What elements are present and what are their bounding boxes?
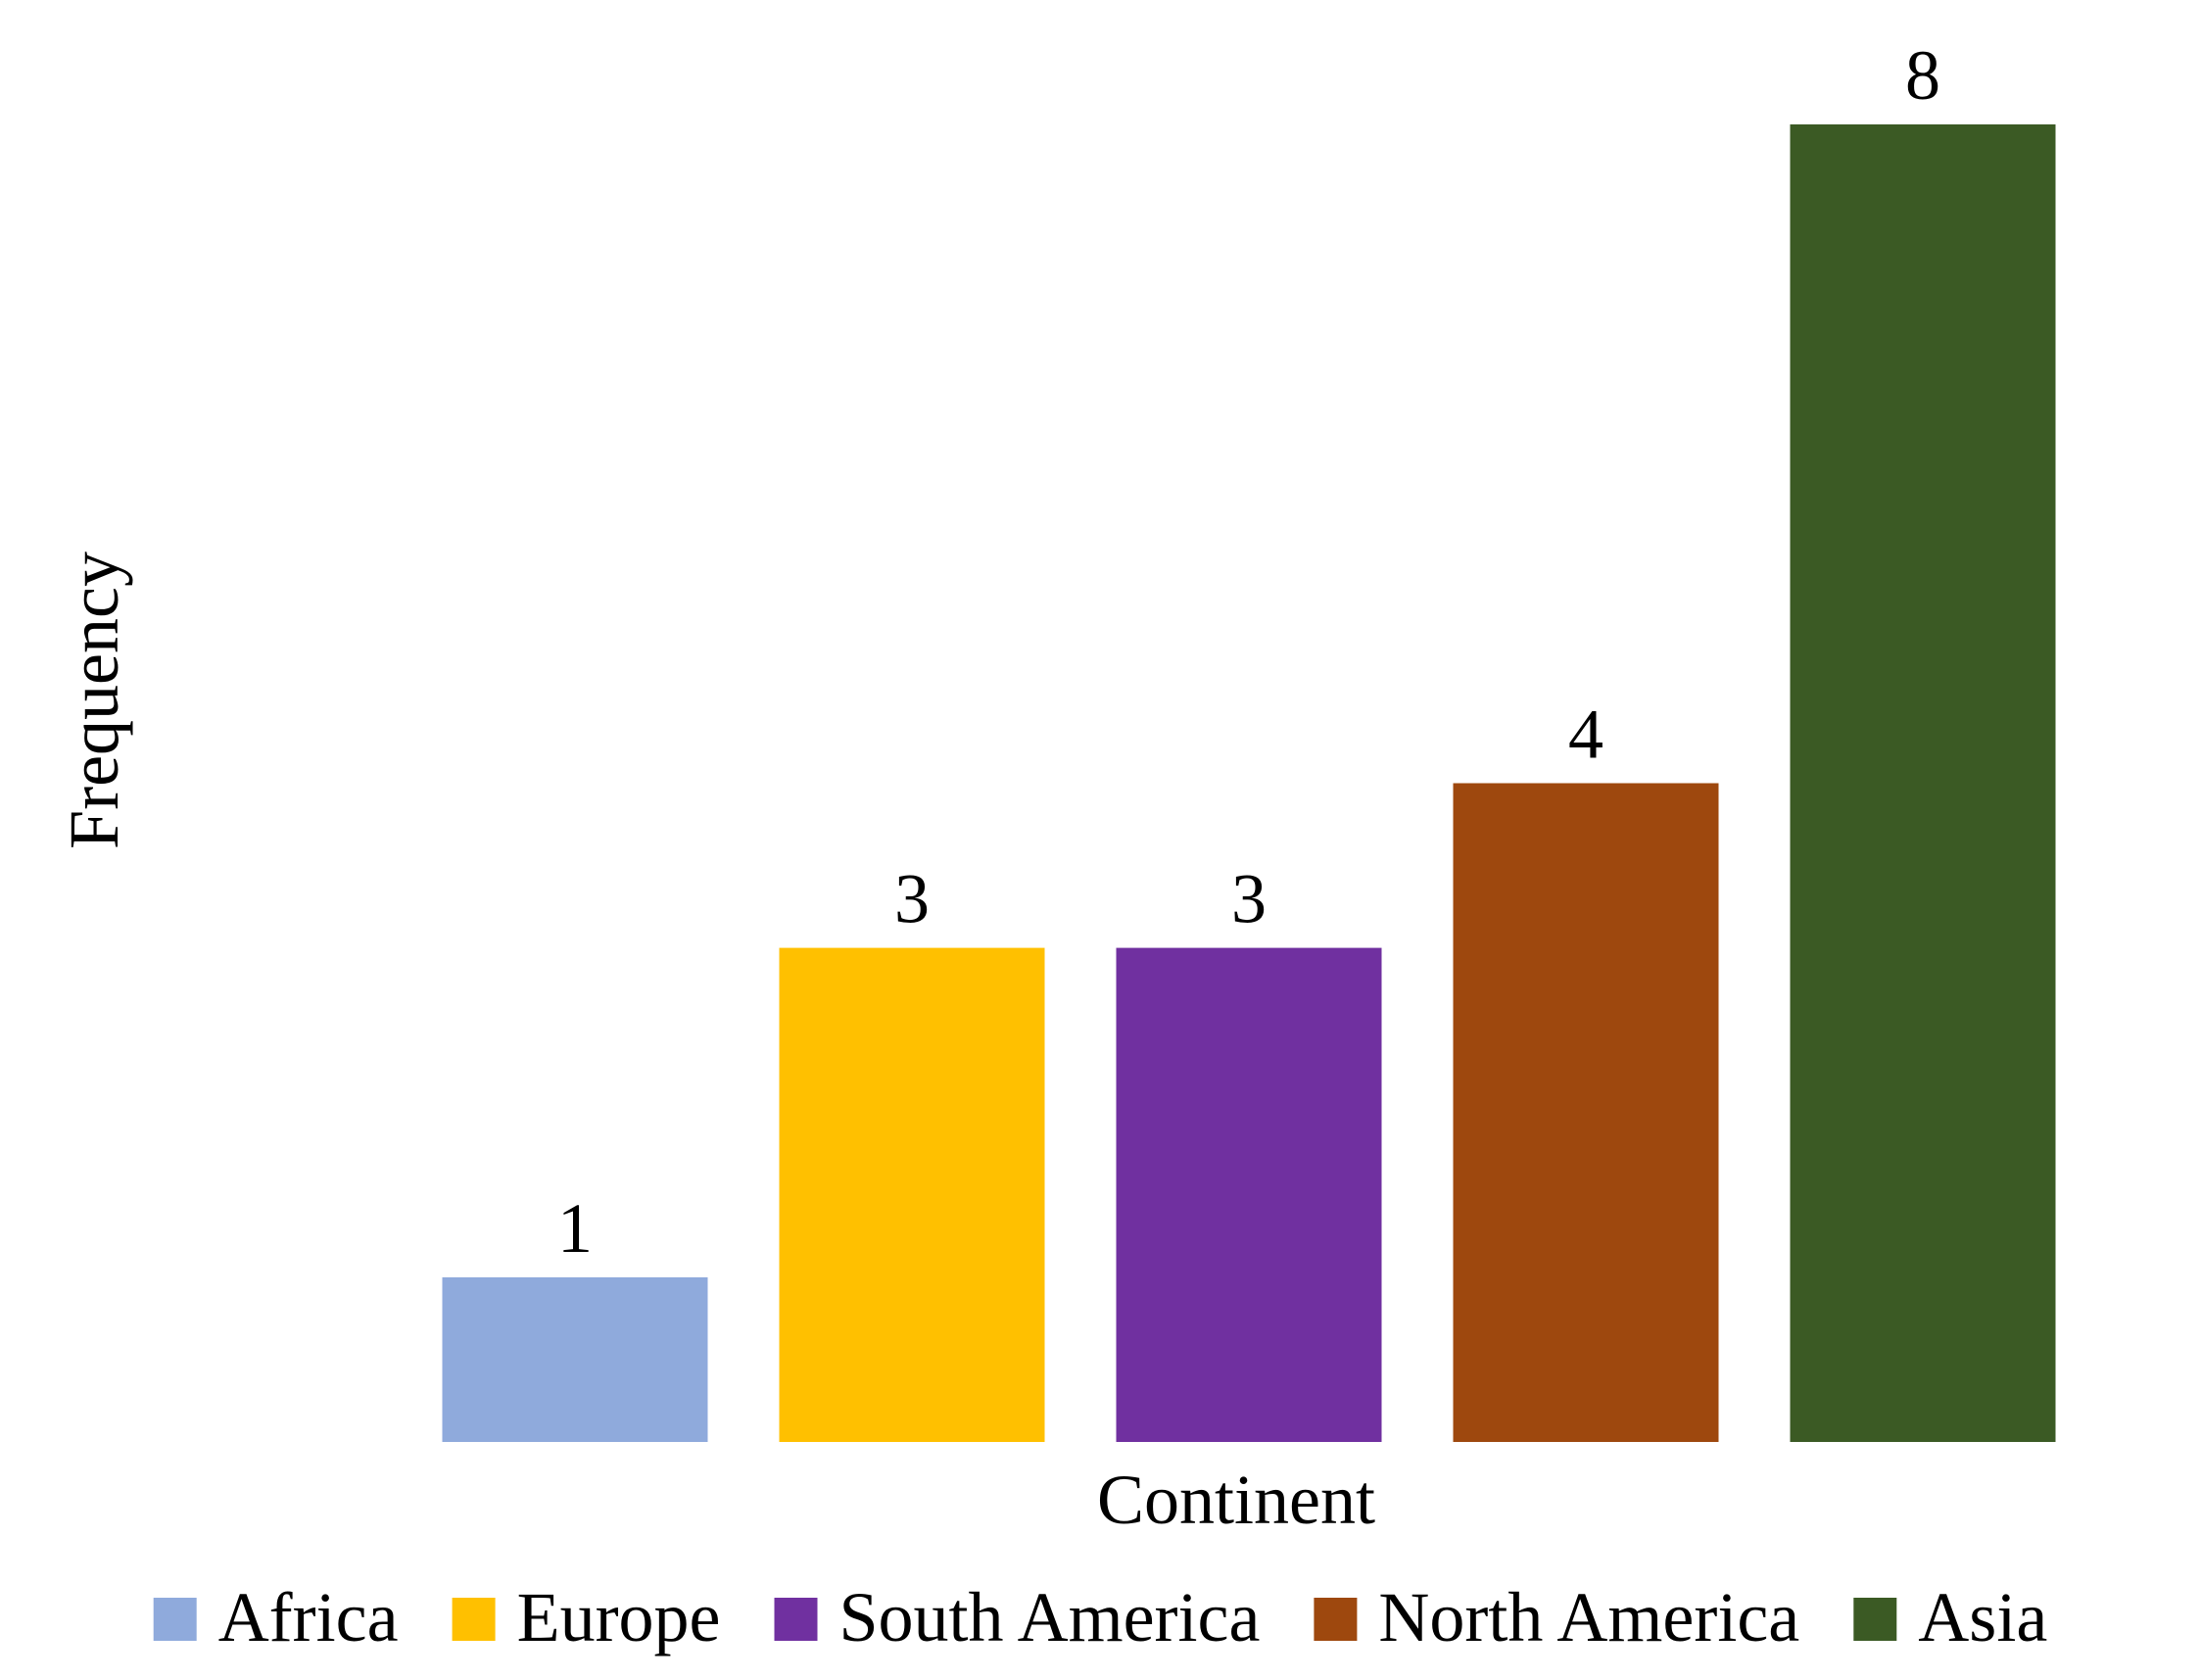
bar-north-america	[1453, 783, 1719, 1442]
legend-item-asia: Asia	[1853, 1578, 2047, 1656]
legend-item-south-america: South America	[774, 1578, 1261, 1656]
bar-asia	[1790, 124, 2056, 1442]
legend-swatch	[1853, 1598, 1897, 1641]
legend-swatch	[774, 1598, 818, 1641]
legend-swatch	[153, 1598, 197, 1641]
data-label-europe: 3	[894, 860, 930, 938]
bar-europe	[779, 947, 1045, 1442]
legend-item-north-america: North America	[1314, 1578, 1799, 1656]
bar-africa	[442, 1276, 708, 1442]
data-label-africa: 1	[557, 1189, 593, 1268]
legend-swatch	[1314, 1598, 1358, 1641]
legend-item-africa: Africa	[153, 1578, 399, 1656]
legend-label: North America	[1378, 1578, 1799, 1656]
legend-label: Europe	[517, 1578, 721, 1656]
data-label-asia: 8	[1905, 36, 1940, 115]
legend-item-europe: Europe	[452, 1578, 721, 1656]
y-axis-label: Frequency	[55, 552, 133, 849]
bars-layer	[442, 124, 2056, 1442]
legend-label: Asia	[1918, 1578, 2047, 1656]
data-label-north-america: 4	[1568, 696, 1603, 774]
legend-label: Africa	[218, 1578, 399, 1656]
data-label-south-america: 3	[1231, 860, 1267, 938]
legend-swatch	[452, 1598, 496, 1641]
legend: Africa Europe South America North America As…	[153, 1578, 2047, 1656]
bar-south-america	[1116, 947, 1382, 1442]
legend-label: South America	[839, 1578, 1261, 1656]
x-axis-label: Continent	[1097, 1461, 1375, 1539]
data-labels-layer: 1 3 3 4 8	[557, 36, 1940, 1268]
